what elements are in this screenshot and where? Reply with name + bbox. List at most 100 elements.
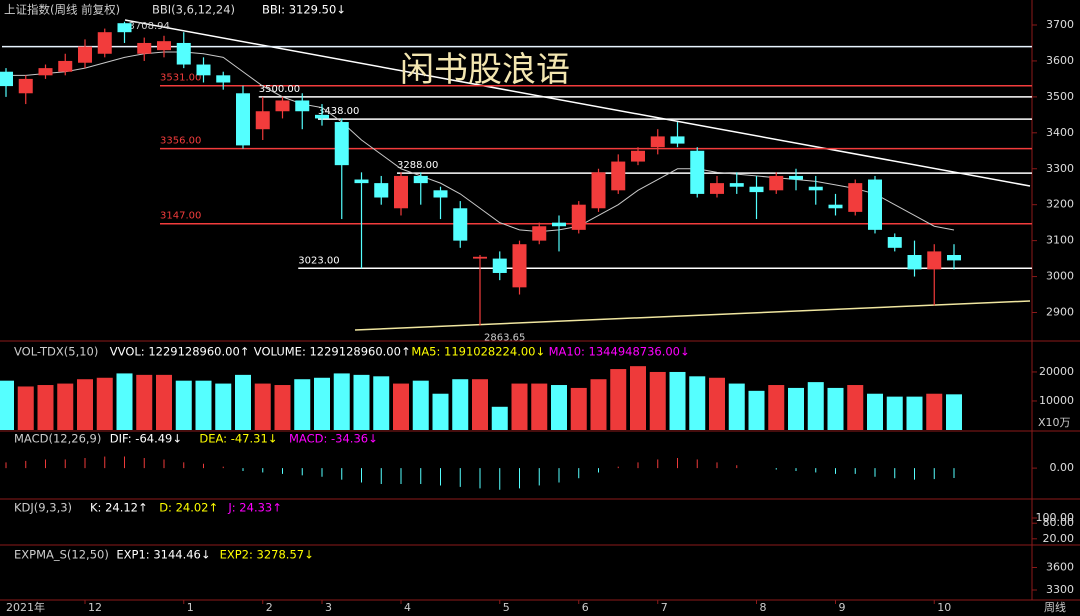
- year-label: 2021年: [6, 600, 45, 614]
- panel-title: MACD(12,26,9): [14, 432, 101, 446]
- volume-bar: [37, 385, 54, 430]
- panel-title: VOL-TDX(5,10): [14, 345, 98, 359]
- indicator-value: BBI: 3129.50↓: [262, 3, 346, 17]
- chart-title: 上证指数(周线 前复权): [4, 3, 120, 17]
- level-label: 3023.00: [298, 255, 339, 266]
- candle-body: [18, 78, 33, 94]
- volume-bar: [235, 374, 251, 430]
- volume-bar: [57, 383, 74, 430]
- candle-body: [315, 114, 329, 119]
- candle-body: [137, 42, 152, 54]
- x-tick-label: 8: [760, 601, 767, 614]
- candle-body: [907, 255, 922, 270]
- volume-bar: [156, 374, 172, 430]
- volume-bar: [491, 406, 508, 430]
- volume-bar: [294, 379, 311, 430]
- y-tick-label: 80.00: [1043, 516, 1075, 529]
- volume-bar: [551, 385, 567, 430]
- y-tick-label: 3600: [1046, 54, 1074, 67]
- volume-bar: [728, 383, 745, 430]
- y-tick-label: 3000: [1046, 270, 1074, 283]
- volume-bar: [649, 371, 666, 430]
- panel-title: KDJ(9,3,3): [14, 501, 72, 515]
- level-label: 3288.00: [397, 160, 438, 171]
- volume-bar: [0, 380, 14, 430]
- candle-body: [532, 226, 547, 241]
- candle-body: [690, 150, 705, 194]
- indicator-value: D: 24.02↑: [159, 501, 218, 515]
- candle-body: [354, 179, 369, 184]
- candle-body: [334, 122, 349, 166]
- volume-bar: [254, 383, 271, 430]
- candle-body: [0, 71, 13, 87]
- candle-body: [97, 32, 112, 54]
- candle-body: [453, 208, 468, 241]
- candle-body: [789, 175, 803, 180]
- candle-body: [216, 75, 231, 83]
- indicator-value: EXP1: 3144.46↓: [116, 548, 210, 562]
- indicator-name: BBI(3,6,12,24): [152, 3, 235, 17]
- y-tick-label: 20000: [1039, 365, 1074, 378]
- x-tick-label: 12: [88, 601, 102, 614]
- volume-bar: [946, 394, 962, 430]
- candle-body: [887, 237, 902, 248]
- level-label: 3500.00: [259, 84, 300, 95]
- volume-bar: [689, 376, 706, 430]
- volume-bar: [314, 377, 330, 430]
- x-tick-label: 9: [839, 601, 846, 614]
- y-tick-label: 10000: [1039, 394, 1074, 407]
- y-tick-label: 3300: [1046, 162, 1074, 175]
- volume-bar: [77, 379, 93, 430]
- watermark: 闲书股浪语: [400, 50, 570, 90]
- indicator-value: MA5: 1191028224.00↓: [411, 345, 545, 359]
- indicator-value: DIF: -64.49↓: [110, 432, 182, 446]
- volume-bar: [827, 387, 844, 430]
- y-tick-label: 3700: [1046, 18, 1074, 31]
- y-tick-label: 3600: [1046, 561, 1074, 574]
- indicator-value: J: 24.33↑: [227, 501, 281, 515]
- level-label: 3438.00: [318, 106, 359, 117]
- level-label: 3531.00: [160, 73, 201, 84]
- candle-body: [236, 93, 250, 146]
- y-tick-label: 3100: [1046, 234, 1074, 247]
- volume-bar: [847, 385, 864, 430]
- candle-body: [117, 23, 132, 33]
- volume-bar: [669, 371, 686, 430]
- volume-bar: [353, 374, 370, 430]
- candle-body: [927, 251, 942, 270]
- candle-body: [413, 175, 428, 184]
- level-label: 3356.00: [160, 136, 201, 147]
- level-label: 2863.65: [484, 333, 525, 344]
- volume-bar: [610, 369, 627, 430]
- x-tick-label: 4: [404, 601, 411, 614]
- volume-bar: [867, 393, 883, 430]
- y-tick-label: 3300: [1046, 583, 1074, 596]
- y-tick-label: 20.00: [1043, 532, 1075, 545]
- period-label: 周线: [1044, 600, 1066, 614]
- candle-body: [710, 183, 724, 194]
- candle-body: [196, 64, 211, 76]
- volume-bar: [807, 382, 824, 430]
- level-label: 3147.00: [160, 211, 201, 222]
- y-tick-label: 0.00: [1050, 461, 1075, 474]
- candle-body: [828, 204, 843, 209]
- y-tick-label: 100.00: [1036, 511, 1075, 524]
- volume-bar: [333, 373, 350, 430]
- candle-body: [670, 136, 685, 144]
- volume-bar: [906, 396, 923, 430]
- x-tick-label: 10: [937, 601, 951, 614]
- x-tick-label: 5: [503, 601, 510, 614]
- x-tick-label: 2: [266, 601, 273, 614]
- volume-bar: [570, 387, 587, 430]
- volume-bar: [452, 379, 469, 430]
- volume-bar: [748, 390, 765, 430]
- volume-bar: [116, 373, 133, 430]
- candle-body: [611, 161, 626, 191]
- candle-body: [808, 186, 823, 191]
- candle-body: [58, 60, 73, 72]
- candle-body: [374, 183, 389, 198]
- volume-bar: [136, 374, 153, 430]
- indicator-value: MA10: 1344948736.00↓: [549, 345, 690, 359]
